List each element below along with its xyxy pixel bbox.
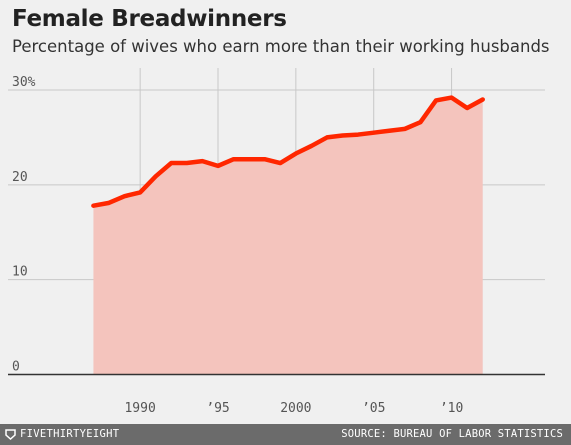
x-tick-label: ’05 (362, 401, 385, 416)
tick-labels: 0 10 20 30% 1990 ’95 2000 ’05 ’10 (12, 75, 463, 416)
footer-bar: FIVETHIRTYEIGHT SOURCE: BUREAU OF LABOR … (0, 424, 571, 445)
series-area-fill (93, 97, 483, 375)
x-tick-label: ’95 (206, 401, 229, 416)
x-tick-label: 2000 (280, 401, 311, 416)
y-tick-label: 0 (12, 360, 20, 375)
y-tick-label: 10 (12, 265, 28, 280)
series-line (91, 95, 485, 208)
source-credit: SOURCE: BUREAU OF LABOR STATISTICS (341, 428, 563, 440)
fivethirtyeight-logo-icon (5, 429, 16, 440)
brand-name: FIVETHIRTYEIGHT (20, 428, 120, 440)
x-tick-label: ’10 (440, 401, 463, 416)
chart-subtitle: Percentage of wives who earn more than t… (12, 37, 550, 56)
y-tick-label: 20 (12, 170, 28, 185)
chart-title: Female Breadwinners (12, 6, 287, 32)
y-tick-label: 30% (12, 75, 36, 90)
x-tick-label: 1990 (124, 401, 155, 416)
area-chart: 0 10 20 30% 1990 ’95 2000 ’05 ’10 (8, 68, 545, 416)
